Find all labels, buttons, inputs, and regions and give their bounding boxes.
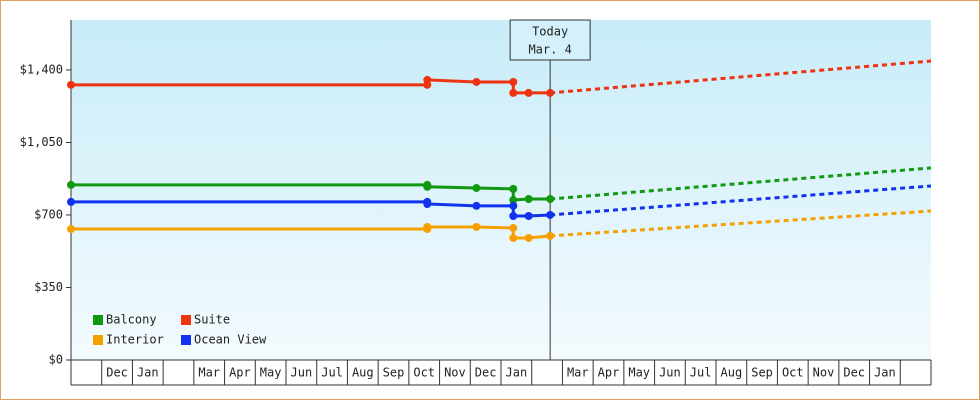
x-tick-label: Jun (291, 366, 313, 380)
forecast-line (550, 209, 932, 238)
legend-label: Balcony (106, 313, 157, 327)
forecast-line (550, 59, 932, 95)
x-tick-label: Nov (813, 366, 835, 380)
data-point (67, 197, 75, 206)
data-point (546, 88, 555, 97)
x-tick-label: Jul (690, 366, 712, 380)
data-point (509, 77, 518, 86)
data-point (67, 225, 75, 234)
data-point (509, 88, 518, 97)
data-point (524, 195, 533, 204)
x-tick-label: May (260, 366, 282, 380)
data-point (472, 201, 481, 210)
data-point (472, 184, 481, 193)
x-tick-label: Dec (475, 366, 497, 380)
x-tick-label: Apr (598, 366, 620, 380)
data-point (509, 184, 518, 193)
x-tick-label: Jan (137, 366, 159, 380)
x-tick-label: Aug (352, 366, 374, 380)
data-point (524, 88, 533, 97)
legend-swatch (181, 335, 191, 345)
y-tick-label: $0 (49, 353, 63, 367)
data-point (67, 80, 75, 89)
data-point (524, 212, 533, 221)
today-title: Today (532, 25, 568, 39)
x-tick-label: Mar (198, 366, 220, 380)
x-tick-label: Apr (229, 366, 251, 380)
data-point (546, 231, 555, 240)
y-tick-label: $1,050 (20, 135, 63, 149)
x-tick-label: Dec (843, 366, 865, 380)
x-tick-label: Sep (383, 366, 405, 380)
x-tick-label: Nov (444, 366, 466, 380)
data-point (509, 201, 518, 210)
legend-swatch (93, 335, 103, 345)
x-tick-label: Sep (751, 366, 773, 380)
x-tick-label: Dec (106, 366, 128, 380)
data-point (509, 233, 518, 242)
data-point (423, 222, 432, 231)
legend-swatch (93, 315, 103, 325)
data-point (67, 180, 75, 189)
data-point (472, 222, 481, 231)
today-box (509, 19, 591, 61)
x-tick-label: Oct (782, 366, 804, 380)
today-date: Mar. 4 (528, 43, 571, 57)
x-tick-label: Jan (874, 366, 896, 380)
y-tick-label: $700 (34, 207, 63, 221)
legend-swatch (181, 315, 191, 325)
data-point (546, 195, 555, 204)
x-tick-label: Mar (567, 366, 589, 380)
forecast-line (550, 166, 932, 201)
x-tick-label: Oct (413, 366, 435, 380)
legend-label: Interior (106, 333, 164, 347)
x-tick-label: Jun (659, 366, 681, 380)
data-point (524, 233, 533, 242)
y-tick-label: $1,400 (20, 62, 63, 76)
y-tick-label: $350 (34, 280, 63, 294)
forecast-line (550, 184, 932, 217)
data-point (509, 196, 518, 205)
data-point (423, 182, 432, 191)
data-point (509, 212, 518, 221)
x-tick-label: Jan (506, 366, 528, 380)
x-tick-label: Jul (321, 366, 343, 380)
data-point (546, 210, 555, 219)
data-point (509, 224, 518, 233)
data-point (423, 199, 432, 208)
data-point (472, 77, 481, 86)
data-point (423, 75, 432, 84)
x-tick-label: May (628, 366, 650, 380)
x-tick-label: Aug (721, 366, 743, 380)
legend-label: Suite (194, 313, 230, 327)
legend-label: Ocean View (194, 333, 267, 347)
